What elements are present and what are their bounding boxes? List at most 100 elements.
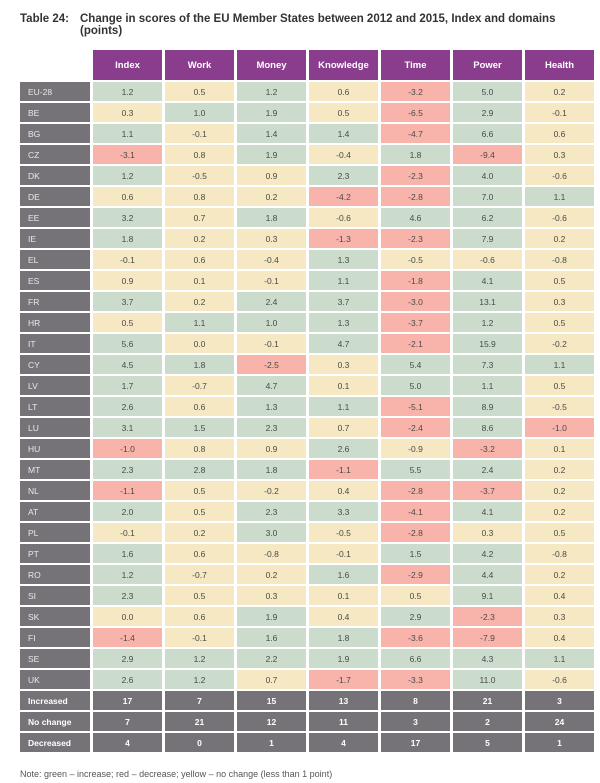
data-cell: -4.1 [381,502,450,521]
data-cell: 0.6 [309,82,378,101]
data-cell: 4.7 [237,376,306,395]
data-cell: -0.1 [237,271,306,290]
data-cell: -0.8 [237,544,306,563]
data-cell: 1.2 [93,565,162,584]
table-row: HR 0.5 1.1 1.0 1.3 -3.7 1.2 0.5 [20,313,594,332]
data-cell: 0.5 [165,481,234,500]
data-cell: 0.3 [93,103,162,122]
data-cell: 17 [93,691,162,710]
data-cell: 0.4 [525,586,594,605]
data-cell: 4 [309,733,378,752]
data-cell: 0.3 [237,586,306,605]
data-cell: 1.0 [165,103,234,122]
column-header-knowledge: Knowledge [309,50,378,80]
table-number: Table 24: [20,13,69,25]
table-row: SE 2.9 1.2 2.2 1.9 6.6 4.3 1.1 [20,649,594,668]
data-cell: 1.1 [165,313,234,332]
row-label: IE [20,229,90,248]
row-label: BE [20,103,90,122]
summary-row: No change 7 21 12 11 3 2 24 [20,712,594,731]
data-cell: 0.1 [165,271,234,290]
table-row: CZ -3.1 0.8 1.9 -0.4 1.8 -9.4 0.3 [20,145,594,164]
corner-cell [20,50,90,80]
table-body: EU-28 1.2 0.5 1.2 0.6 -3.2 5.0 0.2 BE 0.3 1.0 1.9 0.… [20,82,594,752]
data-cell: 1.5 [165,418,234,437]
data-cell: 4.5 [93,355,162,374]
row-label: FR [20,292,90,311]
data-cell: 0.3 [525,607,594,626]
table-row: PT 1.6 0.6 -0.8 -0.1 1.5 4.2 -0.8 [20,544,594,563]
data-cell: 0.3 [453,523,522,542]
data-cell: 0.5 [165,82,234,101]
data-cell: 4.7 [309,334,378,353]
table-row: DK 1.2 -0.5 0.9 2.3 -2.3 4.0 -0.6 [20,166,594,185]
data-cell: 2.9 [381,607,450,626]
data-cell: -0.1 [165,124,234,143]
data-cell: 2.4 [237,292,306,311]
data-cell: 3.0 [237,523,306,542]
data-cell: 0.9 [237,166,306,185]
data-cell: 2.3 [237,418,306,437]
data-cell: 3 [525,691,594,710]
data-cell: -9.4 [453,145,522,164]
data-cell: 0.6 [525,124,594,143]
data-cell: -0.6 [453,250,522,269]
eu-scores-table: Index Work Money Knowledge Time Power Health E… [17,48,597,754]
data-cell: 4 [93,733,162,752]
data-cell: 1.2 [165,649,234,668]
data-cell: -0.1 [165,628,234,647]
data-cell: 1.9 [237,103,306,122]
data-cell: 13.1 [453,292,522,311]
data-cell: 0.3 [237,229,306,248]
data-cell: 1.4 [237,124,306,143]
data-cell: -3.2 [381,82,450,101]
data-cell: 0.4 [525,628,594,647]
table-row: BG 1.1 -0.1 1.4 1.4 -4.7 6.6 0.6 [20,124,594,143]
data-cell: 1.1 [309,271,378,290]
data-cell: 1.2 [237,82,306,101]
data-cell: 0.5 [93,313,162,332]
data-cell: 21 [165,712,234,731]
data-cell: 1 [237,733,306,752]
table-row: EL -0.1 0.6 -0.4 1.3 -0.5 -0.6 -0.8 [20,250,594,269]
data-cell: 2.3 [309,166,378,185]
data-cell: -2.9 [381,565,450,584]
data-cell: -0.6 [525,670,594,689]
column-header-power: Power [453,50,522,80]
table-caption: Change in scores of the EU Member States… [80,13,556,37]
data-cell: 1.8 [93,229,162,248]
data-cell: 1.2 [93,166,162,185]
data-cell: 0.0 [165,334,234,353]
data-cell: -5.1 [381,397,450,416]
data-cell: 0.2 [525,565,594,584]
data-cell: 3 [381,712,450,731]
data-cell: 5.0 [453,82,522,101]
data-cell: 1.6 [93,544,162,563]
row-label: DK [20,166,90,185]
table-row: AT 2.0 0.5 2.3 3.3 -4.1 4.1 0.2 [20,502,594,521]
data-cell: 4.1 [453,271,522,290]
data-cell: -2.5 [237,355,306,374]
footnote: Note: green – increase; red – decrease; … [20,769,333,779]
data-cell: 2.9 [453,103,522,122]
data-cell: 2.6 [93,670,162,689]
data-cell: 1.1 [525,649,594,668]
table-row: BE 0.3 1.0 1.9 0.5 -6.5 2.9 -0.1 [20,103,594,122]
data-cell: -0.1 [309,544,378,563]
data-cell: 24 [525,712,594,731]
data-cell: 1.6 [309,565,378,584]
data-cell: 1.3 [309,250,378,269]
data-cell: 0.7 [237,670,306,689]
data-cell: 1.5 [381,544,450,563]
table-row: RO 1.2 -0.7 0.2 1.6 -2.9 4.4 0.2 [20,565,594,584]
data-cell: 0.8 [165,145,234,164]
data-cell: 2.9 [93,649,162,668]
data-cell: 3.1 [93,418,162,437]
row-label: BG [20,124,90,143]
row-label: LU [20,418,90,437]
column-header-work: Work [165,50,234,80]
data-cell: 1.2 [93,82,162,101]
data-cell: 0.0 [93,607,162,626]
data-cell: 0.5 [165,502,234,521]
data-cell: 0.5 [309,103,378,122]
